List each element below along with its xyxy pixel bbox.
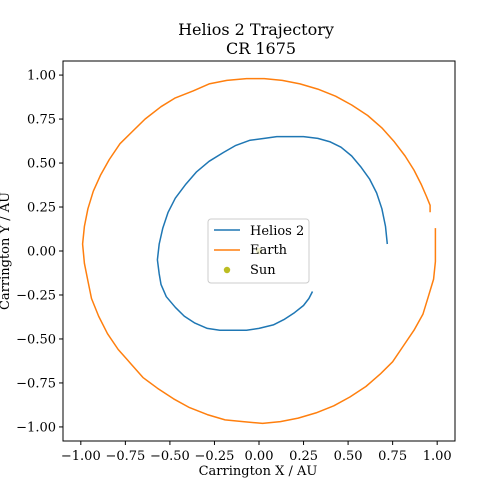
x-tick-label: 0.50 <box>334 449 363 464</box>
y-axis-ticks: 1.00 0.75 0.50 0.25 0.00 −0.25 −0.50 −0.75 −1.00 <box>16 69 63 435</box>
y-tick-label: −0.50 <box>16 332 56 347</box>
y-tick-label: 1.00 <box>27 69 56 84</box>
y-tick-label: −0.75 <box>16 376 56 391</box>
legend: Helios 2 Earth Sun <box>207 218 310 284</box>
y-axis-label: Carrington Y / AU <box>0 192 13 310</box>
y-tick-label: 0.25 <box>27 201 56 216</box>
x-tick-label: −0.75 <box>105 449 145 464</box>
x-tick-label: −0.25 <box>195 449 235 464</box>
series-line-earth <box>81 77 437 425</box>
y-tick-label: 0.00 <box>27 245 56 260</box>
y-tick-label: 0.50 <box>27 157 56 172</box>
y-tick-label: −1.00 <box>16 420 56 435</box>
y-tick-label: −0.25 <box>16 288 56 303</box>
chart-title: Helios 2 Trajectory <box>178 20 334 39</box>
legend-label-earth: Earth <box>250 243 288 258</box>
x-tick-label: −1.00 <box>61 449 101 464</box>
legend-label-helios2: Helios 2 <box>250 224 304 239</box>
x-axis-ticks: −1.00 −0.75 −0.50 −0.25 0.00 0.25 0.50 0.75 1.00 <box>61 441 452 464</box>
y-tick-label: 0.75 <box>27 113 56 128</box>
x-tick-label: 1.00 <box>423 449 452 464</box>
x-tick-label: 0.00 <box>245 449 274 464</box>
legend-label-sun: Sun <box>250 263 276 278</box>
series-line-helios2 <box>156 135 389 331</box>
legend-swatch-sun <box>223 266 231 274</box>
legend-box <box>207 218 310 284</box>
x-tick-label: 0.75 <box>378 449 407 464</box>
chart-subtitle: CR 1675 <box>226 39 296 58</box>
x-axis-label: Carrington X / AU <box>199 464 318 479</box>
x-tick-label: −0.50 <box>150 449 190 464</box>
x-tick-label: 0.25 <box>289 449 318 464</box>
